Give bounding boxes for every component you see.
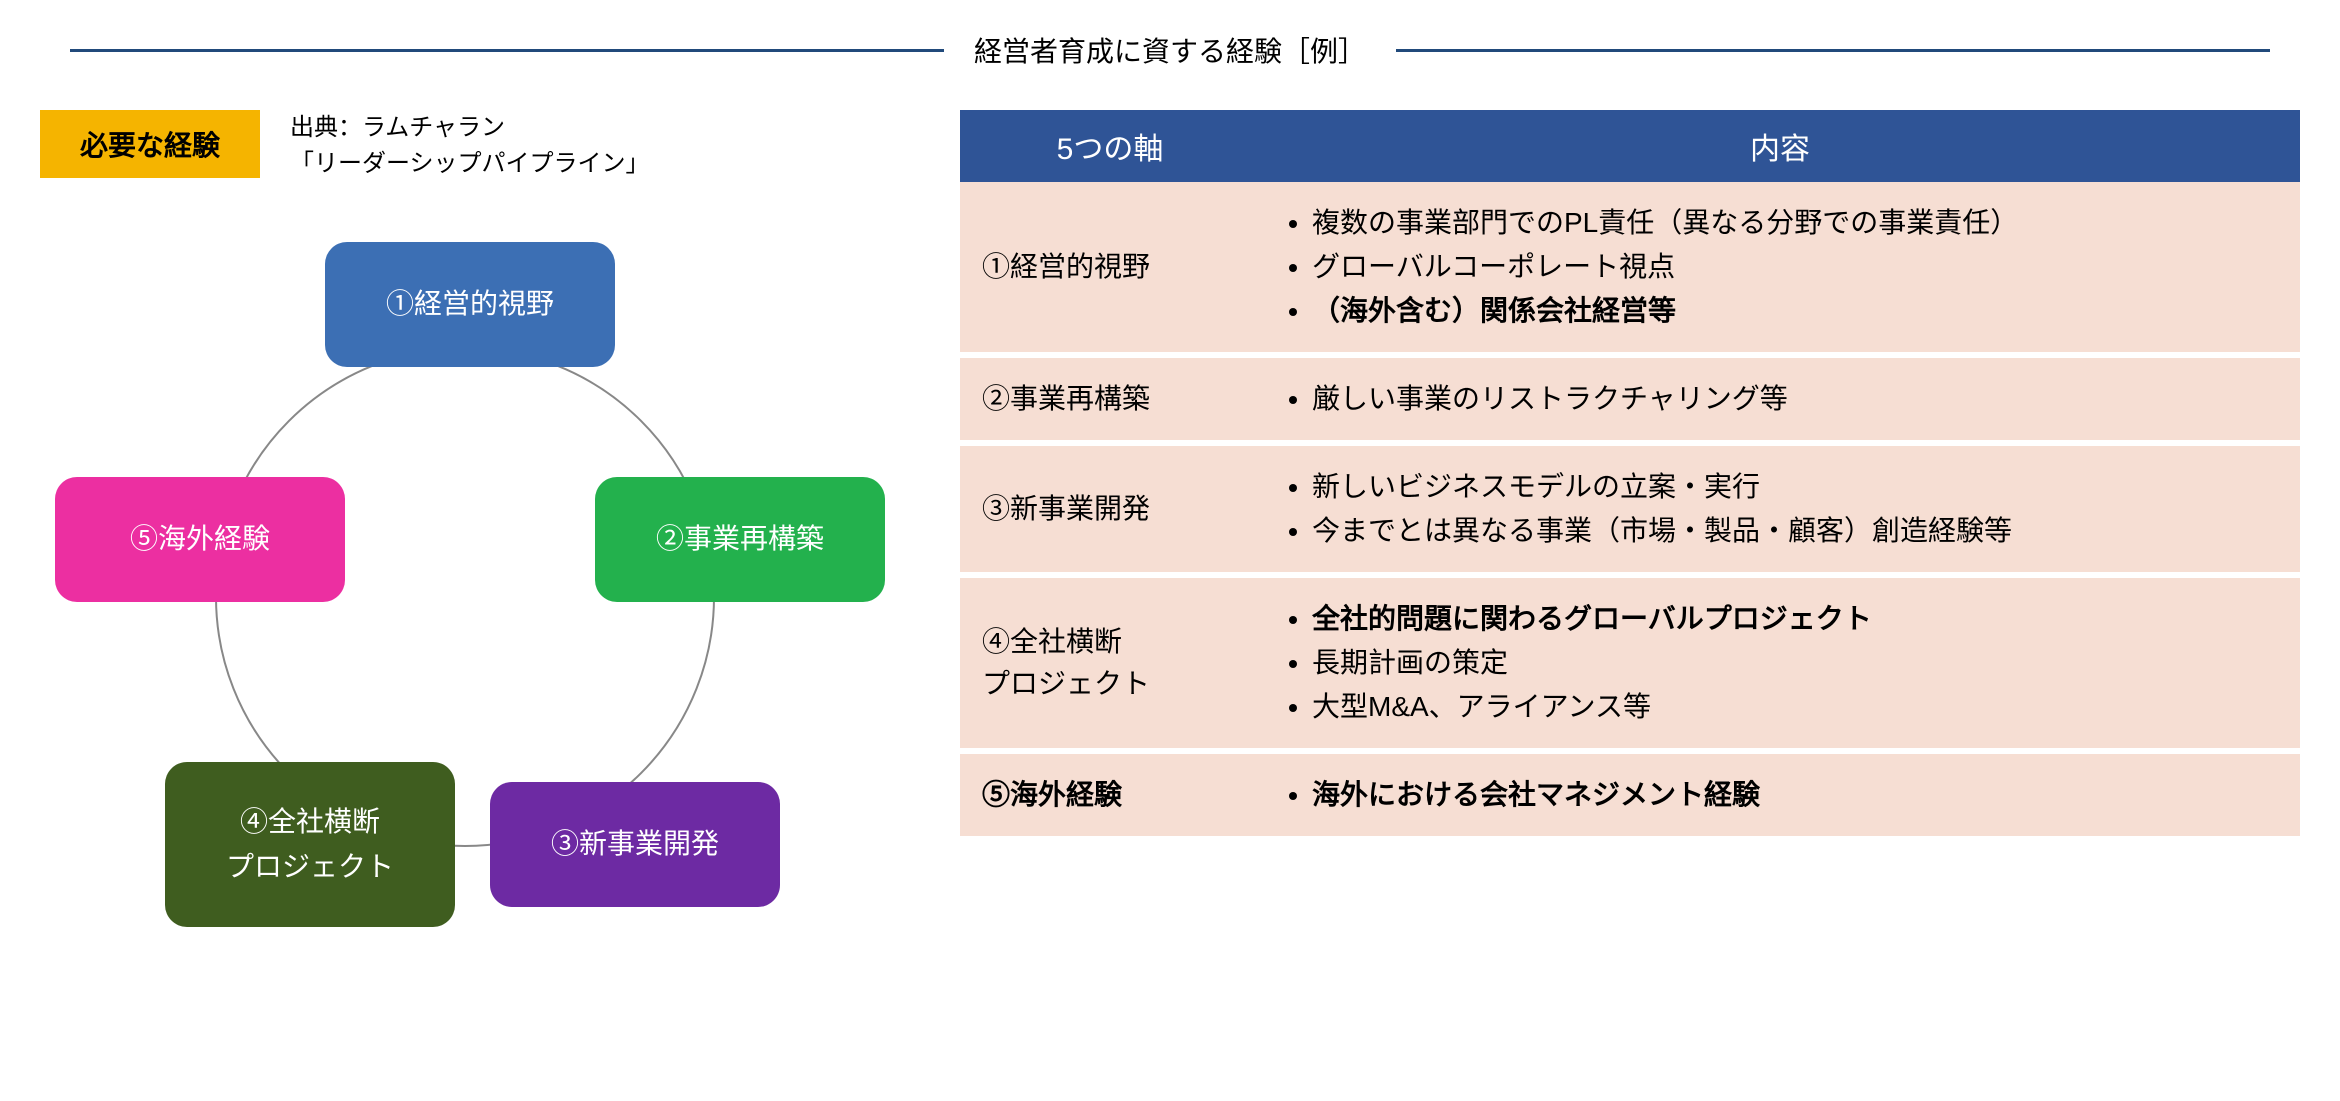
- table-row: ④全社横断プロジェクト全社的問題に関わるグローバルプロジェクト長期計画の策定大型…: [960, 575, 2300, 751]
- diagram-node-label: ④全社横断: [240, 800, 380, 845]
- citation: 出典：ラムチャラン 「リーダーシップパイプライン」: [290, 110, 650, 182]
- diagram-node-label: ⑤海外経験: [130, 517, 270, 562]
- axis-content-cell: 複数の事業部門でのPL責任（異なる分野での事業責任）グローバルコーポレート視点（…: [1260, 182, 2300, 355]
- diagram-node-5: ⑤海外経験: [55, 477, 345, 602]
- axis-name-cell: ④全社横断プロジェクト: [960, 575, 1260, 751]
- table-row: ③新事業開発新しいビジネスモデルの立案・実行今までとは異なる事業（市場・製品・顧…: [960, 443, 2300, 575]
- axis-content-cell: 新しいビジネスモデルの立案・実行今までとは異なる事業（市場・製品・顧客）創造経験…: [1260, 443, 2300, 575]
- table-header-content: 内容: [1260, 110, 2300, 182]
- diagram-node-2: ②事業再構築: [595, 477, 885, 602]
- citation-line-2: 「リーダーシップパイプライン」: [290, 146, 650, 182]
- list-item: 全社的問題に関わるグローバルプロジェクト: [1312, 598, 2278, 640]
- list-item: グローバルコーポレート視点: [1312, 246, 2278, 288]
- table-row: ②事業再構築 厳しい事業のリストラクチャリング等: [960, 355, 2300, 443]
- axis-name-cell: ①経営的視野: [960, 182, 1260, 355]
- right-column: 5つの軸 内容 ①経営的視野複数の事業部門でのPL責任（異なる分野での事業責任）…: [960, 110, 2300, 1022]
- diagram-node-label: ③新事業開発: [551, 822, 719, 867]
- list-item: 複数の事業部門でのPL責任（異なる分野での事業責任）: [1312, 202, 2278, 244]
- axis-content-list: 新しいビジネスモデルの立案・実行今までとは異なる事業（市場・製品・顧客）創造経験…: [1282, 466, 2278, 552]
- axis-content-cell: 厳しい事業のリストラクチャリング等: [1260, 355, 2300, 443]
- diagram-node-4: ④全社横断プロジェクト: [165, 762, 455, 927]
- list-item: 新しいビジネスモデルの立案・実行: [1312, 466, 2278, 508]
- table-row: ⑤海外経験 海外における会社マネジメント経験: [960, 751, 2300, 836]
- list-item: 長期計画の策定: [1312, 642, 2278, 684]
- list-item: 海外における会社マネジメント経験: [1312, 774, 2278, 816]
- page-title: 経営者育成に資する経験［例］: [974, 30, 1366, 70]
- list-item: （海外含む）関係会社経営等: [1312, 290, 2278, 332]
- diagram-node-1: ①経営的視野: [325, 242, 615, 367]
- title-bar: 経営者育成に資する経験［例］: [40, 30, 2300, 70]
- table-header-row: 5つの軸 内容: [960, 110, 2300, 182]
- axis-name-cell: ③新事業開発: [960, 443, 1260, 575]
- axis-content-list: 厳しい事業のリストラクチャリング等: [1282, 378, 2278, 420]
- table-header-axes: 5つの軸: [960, 110, 1260, 182]
- diagram-node-3: ③新事業開発: [490, 782, 780, 907]
- badge-row: 必要な経験 出典：ラムチャラン 「リーダーシップパイプライン」: [40, 110, 920, 182]
- axis-content-list: 海外における会社マネジメント経験: [1282, 774, 2278, 816]
- axes-table: 5つの軸 内容 ①経営的視野複数の事業部門でのPL責任（異なる分野での事業責任）…: [960, 110, 2300, 836]
- title-line-left: [70, 49, 944, 52]
- citation-line-1: 出典：ラムチャラン: [290, 110, 650, 146]
- main-layout: 必要な経験 出典：ラムチャラン 「リーダーシップパイプライン」 ①経営的視野②事…: [40, 110, 2300, 1022]
- diagram-node-label: プロジェクト: [226, 845, 394, 890]
- axis-content-list: 複数の事業部門でのPL責任（異なる分野での事業責任）グローバルコーポレート視点（…: [1282, 202, 2278, 332]
- axis-content-cell: 全社的問題に関わるグローバルプロジェクト長期計画の策定大型M&A、アライアンス等: [1260, 575, 2300, 751]
- axis-name-cell: ⑤海外経験: [960, 751, 1260, 836]
- table-row: ①経営的視野複数の事業部門でのPL責任（異なる分野での事業責任）グローバルコーポ…: [960, 182, 2300, 355]
- list-item: 今までとは異なる事業（市場・製品・顧客）創造経験等: [1312, 510, 2278, 552]
- diagram-node-label: ②事業再構築: [656, 517, 824, 562]
- axis-content-cell: 海外における会社マネジメント経験: [1260, 751, 2300, 836]
- five-axes-diagram: ①経営的視野 ②事業再構築 ③新事業開発 ④全社横断プロジェクト ⑤海外経験: [40, 202, 900, 1022]
- list-item: 大型M&A、アライアンス等: [1312, 686, 2278, 728]
- axis-content-list: 全社的問題に関わるグローバルプロジェクト長期計画の策定大型M&A、アライアンス等: [1282, 598, 2278, 728]
- title-line-right: [1396, 49, 2270, 52]
- required-experience-badge: 必要な経験: [40, 110, 260, 178]
- left-column: 必要な経験 出典：ラムチャラン 「リーダーシップパイプライン」 ①経営的視野 ②事…: [40, 110, 920, 1022]
- list-item: 厳しい事業のリストラクチャリング等: [1312, 378, 2278, 420]
- diagram-node-label: ①経営的視野: [386, 282, 554, 327]
- axis-name-cell: ②事業再構築: [960, 355, 1260, 443]
